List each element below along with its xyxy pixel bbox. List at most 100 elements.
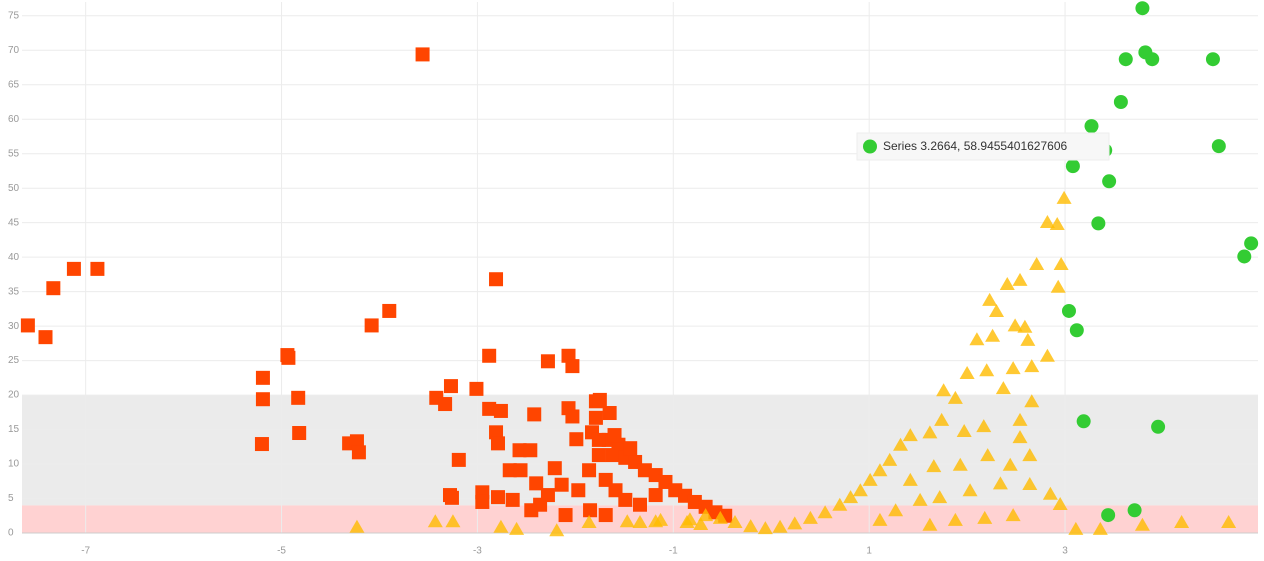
point: [523, 443, 538, 458]
point: [888, 503, 904, 517]
point: [1092, 521, 1108, 535]
point: [489, 425, 504, 440]
tooltip-marker: [863, 139, 877, 154]
point: [698, 508, 714, 522]
point: [427, 514, 443, 528]
point: [1022, 448, 1038, 462]
point: [1024, 394, 1040, 408]
y-tick-label: 65: [8, 79, 20, 90]
point: [787, 516, 803, 530]
point: [493, 519, 509, 533]
point: [852, 483, 868, 497]
point: [980, 448, 996, 462]
point: [1061, 303, 1076, 318]
point: [902, 428, 918, 442]
point: [558, 508, 573, 523]
point: [475, 494, 490, 509]
point: [509, 521, 525, 535]
point: [1042, 486, 1058, 500]
point: [1205, 52, 1220, 67]
point: [502, 463, 517, 478]
point: [936, 383, 952, 397]
point: [489, 272, 504, 287]
point: [1076, 414, 1091, 429]
x-tick-label: -3: [473, 546, 482, 557]
band: [22, 395, 1258, 506]
point: [959, 366, 975, 380]
y-tick-label: 75: [8, 10, 20, 21]
point: [1005, 508, 1021, 522]
point: [255, 370, 270, 385]
point: [591, 448, 606, 463]
point: [588, 410, 603, 425]
point: [902, 472, 918, 486]
point: [1020, 332, 1036, 346]
point: [1012, 272, 1028, 286]
point: [583, 503, 598, 518]
point: [1017, 319, 1033, 333]
point: [1068, 521, 1084, 535]
point: [571, 483, 586, 498]
y-tick-label: 70: [8, 45, 20, 56]
point: [351, 445, 366, 460]
point: [1012, 412, 1028, 426]
point: [565, 359, 580, 374]
tooltip-text: Series 3.2664, 58.9455401627606: [883, 139, 1067, 153]
x-tick-label: -5: [277, 546, 286, 557]
point: [38, 330, 53, 345]
point: [533, 497, 548, 512]
point: [1244, 236, 1259, 251]
point: [969, 332, 985, 346]
point: [633, 497, 647, 512]
point: [592, 392, 607, 407]
point: [637, 463, 652, 478]
y-tick-label: 25: [8, 355, 20, 366]
point: [605, 448, 620, 463]
point: [1069, 323, 1084, 338]
point: [1029, 257, 1045, 271]
y-tick-label: 20: [8, 390, 20, 401]
point: [445, 514, 461, 528]
point: [618, 492, 633, 507]
point: [438, 397, 453, 412]
point: [598, 508, 613, 523]
point: [893, 437, 909, 451]
point: [995, 381, 1011, 395]
point: [1056, 190, 1072, 204]
point: [1053, 257, 1069, 271]
point: [451, 452, 466, 467]
point: [527, 407, 542, 422]
point: [922, 425, 938, 439]
point: [607, 428, 622, 443]
y-tick-label: 50: [8, 183, 20, 194]
point: [693, 517, 709, 531]
point: [540, 354, 555, 369]
point: [46, 281, 61, 296]
point: [565, 409, 580, 424]
point: [513, 463, 528, 478]
point: [632, 514, 648, 528]
point: [1039, 214, 1055, 228]
point: [1005, 361, 1021, 375]
point: [581, 514, 597, 528]
point: [999, 277, 1015, 291]
point: [947, 512, 963, 526]
tooltip-box: [856, 132, 1110, 161]
point: [757, 521, 773, 535]
x-tick-label: 1: [866, 546, 872, 557]
point: [444, 490, 459, 505]
point: [1002, 457, 1018, 471]
point: [832, 497, 848, 511]
point: [648, 488, 663, 503]
marks: [20, 1, 1259, 537]
point: [582, 463, 597, 478]
point: [1050, 279, 1066, 293]
point: [1102, 174, 1117, 189]
point: [349, 434, 364, 449]
point: [1221, 514, 1237, 528]
point: [1049, 217, 1065, 231]
point: [802, 510, 818, 524]
y-tick-label: 60: [8, 114, 20, 125]
point: [549, 523, 565, 537]
